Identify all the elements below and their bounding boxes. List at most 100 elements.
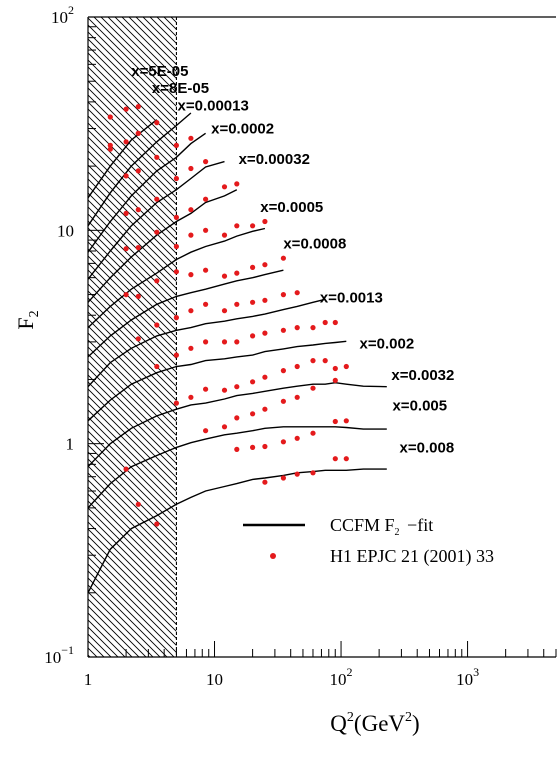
fit-curve-4	[87, 189, 238, 303]
data-point-6-0	[135, 336, 141, 342]
data-point-3-6	[221, 184, 228, 190]
data-point-1-1	[123, 139, 129, 145]
data-point-6-6	[234, 301, 240, 307]
fit-curve-8	[87, 340, 347, 422]
data-point-4-2	[154, 229, 160, 235]
data-point-7-0	[154, 363, 160, 370]
legend-marker-label: H1 EPJC 21 (2001) 33	[330, 546, 494, 567]
data-point-0-3	[135, 104, 141, 110]
data-point-5-5	[203, 267, 209, 273]
data-point-10-8	[343, 418, 349, 424]
data-point-3-3	[173, 214, 179, 220]
data-point-11-7	[343, 456, 349, 462]
data-point-9-1	[221, 424, 228, 430]
data-point-10-2	[250, 444, 256, 450]
fit-curve-7	[87, 298, 326, 388]
bin-label-1: x=8E-05	[152, 80, 209, 97]
data-point-9-3	[250, 411, 256, 417]
data-point-7-7	[262, 330, 268, 336]
data-point-9-5	[280, 398, 286, 404]
data-point-8-9	[310, 358, 316, 364]
data-point-3-5	[203, 196, 209, 202]
data-point-3-2	[154, 196, 160, 202]
data-point-1-4	[173, 142, 179, 148]
data-point-4-1	[135, 245, 141, 251]
data-point-3-0	[123, 210, 129, 216]
bin-label-7: x=0.0013	[320, 289, 383, 306]
data-point-8-12	[343, 363, 349, 370]
data-point-2-5	[203, 159, 209, 165]
data-point-7-3	[203, 339, 209, 345]
data-point-6-9	[280, 292, 286, 298]
data-point-9-7	[310, 385, 316, 391]
bin-label-3: x=0.0002	[211, 120, 274, 137]
data-point-11-4	[294, 471, 300, 477]
data-point-10-7	[332, 418, 338, 425]
data-point-2-0	[123, 173, 129, 179]
data-point-7-2	[188, 345, 194, 351]
data-point-5-3	[173, 269, 179, 275]
data-point-8-5	[250, 379, 256, 385]
data-point-5-2	[154, 278, 160, 284]
y-tick-label-1: 1	[66, 435, 75, 454]
data-point-5-0	[123, 292, 129, 298]
data-point-10-1	[234, 446, 240, 452]
data-point-6-8	[262, 297, 268, 303]
fit-curve-11	[87, 468, 387, 594]
data-point-11-3	[280, 475, 286, 481]
data-point-4-4	[188, 232, 194, 238]
data-point-7-8	[280, 327, 286, 333]
data-point-8-6	[262, 374, 268, 380]
data-point-6-3	[188, 308, 194, 314]
data-point-8-10	[322, 358, 328, 364]
data-point-6-2	[173, 315, 179, 321]
data-point-11-5	[310, 470, 316, 476]
data-point-1-0	[107, 146, 113, 152]
y-axis-title: F2	[13, 310, 42, 329]
data-point-9-2	[234, 415, 240, 421]
data-point-8-11	[332, 365, 338, 372]
fit-curve-6	[87, 269, 284, 358]
bin-label-2: x=0.00013	[178, 97, 249, 114]
data-point-4-3	[173, 243, 179, 250]
data-point-7-4	[221, 339, 228, 345]
data-point-4-9	[262, 218, 268, 225]
bin-label-11: x=0.008	[400, 439, 455, 456]
data-point-1-2	[135, 130, 141, 136]
data-point-10-6	[310, 430, 316, 436]
data-point-4-0	[123, 246, 129, 252]
data-point-6-4	[203, 301, 209, 307]
data-point-2-3	[173, 175, 179, 182]
data-point-8-8	[294, 363, 300, 370]
legend-line-label: CCFM F2 −fit	[330, 515, 433, 538]
data-point-10-5	[294, 435, 300, 441]
data-point-7-6	[250, 333, 256, 339]
data-point-10-0	[123, 466, 129, 472]
data-point-2-1	[135, 168, 141, 174]
data-point-8-0	[173, 400, 179, 406]
bin-label-6: x=0.0008	[283, 236, 346, 253]
data-point-3-7	[234, 181, 240, 187]
data-point-5-8	[250, 264, 256, 270]
data-point-10-4	[280, 439, 286, 445]
data-point-11-2	[262, 479, 268, 485]
data-point-8-2	[203, 386, 209, 392]
data-point-5-10	[280, 255, 286, 261]
data-point-11-1	[154, 521, 160, 527]
x-tick-label-0: 1	[84, 670, 93, 689]
x-tick-label-3: 103	[456, 665, 479, 689]
data-point-4-6	[221, 232, 228, 238]
data-point-10-3	[262, 443, 268, 450]
data-point-3-4	[188, 207, 194, 213]
data-point-8-7	[280, 368, 286, 374]
fit-curve-1	[87, 112, 192, 227]
data-point-0-1	[107, 142, 113, 148]
data-point-9-8	[332, 377, 338, 383]
data-point-5-4	[188, 272, 194, 278]
bin-label-8: x=0.002	[360, 335, 415, 352]
data-point-7-1	[173, 352, 179, 358]
data-point-2-4	[188, 165, 194, 172]
data-point-11-0	[135, 501, 141, 507]
bin-label-5: x=0.0005	[260, 199, 323, 216]
